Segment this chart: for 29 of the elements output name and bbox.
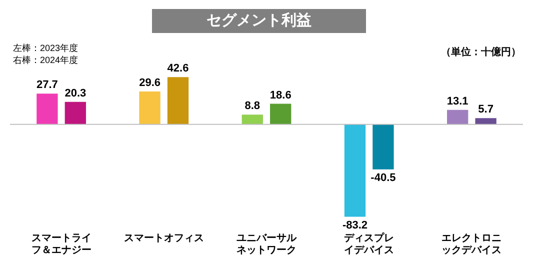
x-tick-label: スマートライフ＆エナジー	[31, 232, 92, 256]
bar	[344, 124, 366, 217]
bar	[167, 77, 189, 124]
data-label: 8.8	[244, 100, 260, 112]
bar	[270, 104, 292, 124]
text: 右棒：2024年度	[13, 54, 78, 66]
bar	[447, 110, 468, 124]
bar	[372, 124, 394, 170]
bar	[64, 102, 86, 124]
data-label: 27.7	[36, 79, 58, 92]
text: （単位：十億円）	[441, 46, 521, 59]
x-tick-label: ディスプレイデバイス	[344, 232, 394, 256]
bar	[139, 92, 160, 124]
bar	[242, 114, 263, 124]
data-label: 20.3	[64, 87, 86, 100]
data-label: 42.6	[167, 62, 189, 75]
x-tick-label: スマートオフィス	[124, 232, 204, 244]
x-tick-label: ユニバーサルネットワーク	[236, 232, 298, 256]
data-label: 13.1	[446, 95, 468, 108]
data-label: -83.2	[342, 219, 368, 232]
text: 左棒：2023年度	[13, 42, 78, 54]
x-tick-label: エレクトロニックデバイス	[442, 232, 502, 256]
bar	[475, 118, 496, 124]
data-label: -40.5	[370, 172, 396, 184]
chart-title: セグメント利益	[152, 9, 366, 33]
data-label: 5.7	[478, 104, 494, 116]
data-label: 29.6	[139, 77, 161, 90]
bar	[36, 94, 58, 124]
data-label: 18.6	[270, 89, 292, 102]
